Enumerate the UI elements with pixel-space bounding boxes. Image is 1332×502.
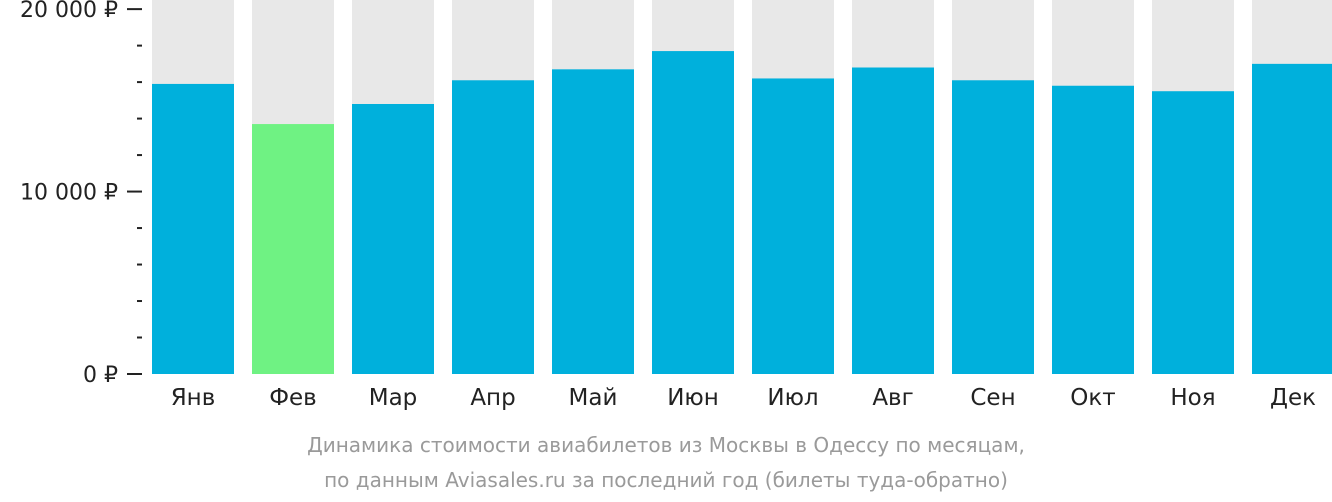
x-tick-label: Июл — [767, 385, 818, 411]
x-axis: Янв Фев Мар Апр Май Июн Июл Авг Сен Окт Ноя Дек — [171, 385, 1316, 411]
x-tick-label: Дек — [1270, 385, 1316, 411]
bar-11 — [1152, 91, 1234, 374]
bar-12 — [1252, 63, 1332, 374]
bar-5 — [552, 69, 634, 374]
x-tick-label: Окт — [1070, 385, 1115, 411]
bar-1 — [152, 83, 234, 375]
x-tick-label: Май — [569, 385, 618, 411]
bar-10 — [1052, 85, 1134, 374]
y-axis: 0 ₽ 10 000 ₽ 20 000 ₽ — [20, 0, 142, 388]
price-bar-chart: 0 ₽ 10 000 ₽ 20 000 ₽ Янв Фев Мар Апр Май Июн Ию… — [20, 0, 1332, 411]
y-tick-label: 10 000 ₽ — [20, 181, 118, 206]
y-tick-label: 0 ₽ — [83, 363, 118, 388]
x-tick-label: Июн — [667, 385, 719, 411]
bar-6 — [652, 51, 734, 375]
x-tick-label: Ноя — [1170, 385, 1215, 411]
bars — [152, 51, 1332, 375]
bar-2 — [252, 124, 334, 374]
x-tick-label: Янв — [171, 385, 216, 411]
bar-4 — [452, 80, 534, 375]
x-tick-label: Апр — [470, 385, 515, 411]
bar-3 — [352, 103, 434, 375]
bar-7 — [752, 78, 834, 374]
x-tick-label: Мар — [369, 385, 418, 411]
x-tick-label: Фев — [269, 385, 317, 411]
x-tick-label: Авг — [872, 385, 913, 411]
x-tick-label: Сен — [970, 385, 1015, 411]
y-tick-label: 20 000 ₽ — [20, 0, 118, 23]
bar-8 — [852, 67, 934, 374]
chart-caption-line-2: по данным Aviasales.ru за последний год … — [324, 468, 1008, 492]
bar-9 — [952, 80, 1034, 375]
chart-caption-line-1: Динамика стоимости авиабилетов из Москвы… — [307, 433, 1025, 457]
